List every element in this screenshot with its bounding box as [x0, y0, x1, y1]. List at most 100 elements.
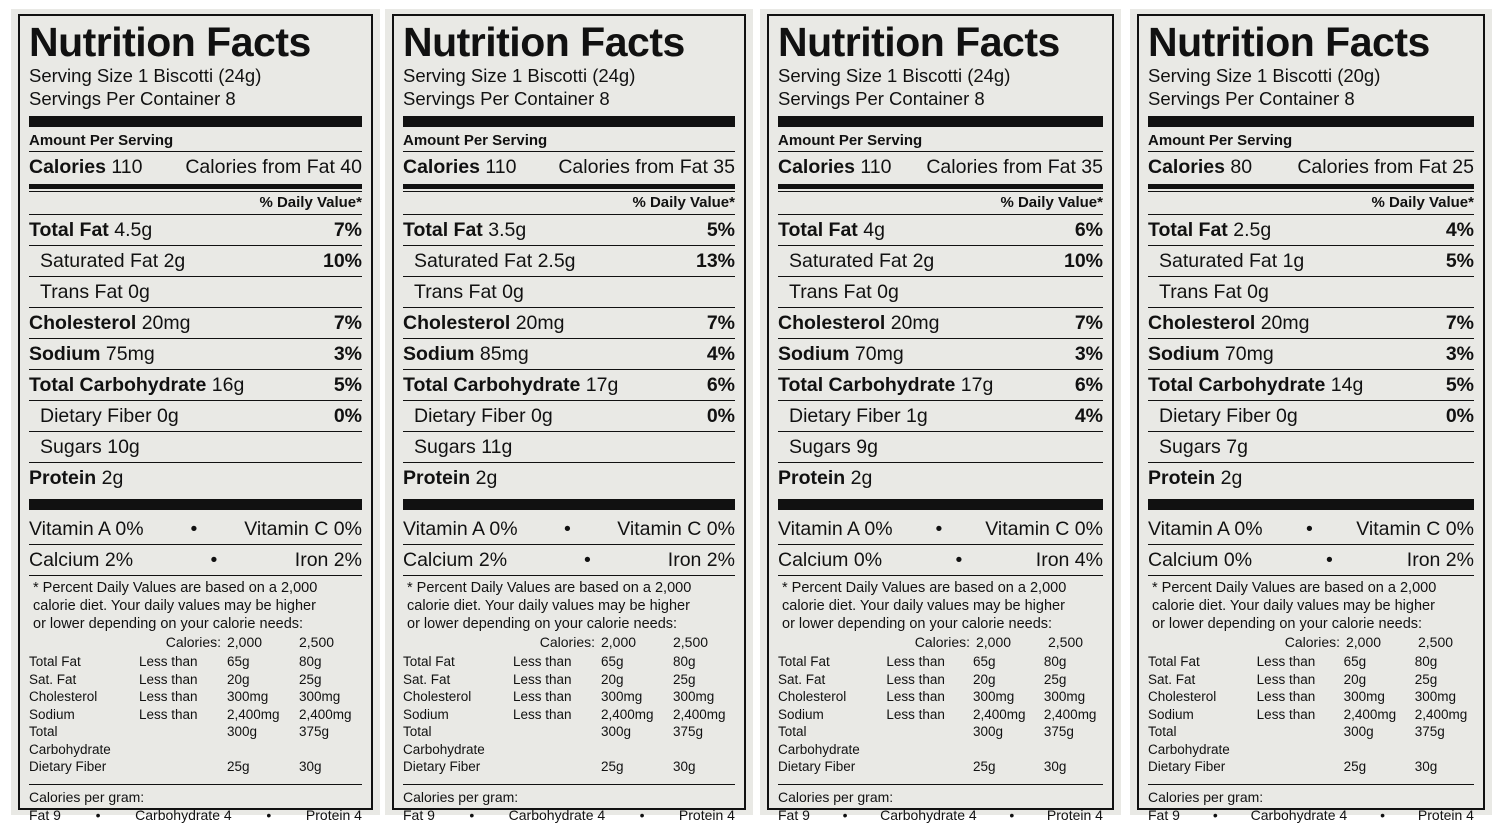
- nutrient-name: Sugars: [40, 436, 102, 458]
- vitamin-row: Vitamin A 0% • Vitamin C 0%: [403, 514, 735, 544]
- nutrient-name: Total Carbohydrate: [29, 374, 207, 396]
- calories-value: 110: [860, 156, 892, 178]
- reference-cell: Sat. Fat: [403, 671, 451, 687]
- reference-cell: 80g: [299, 654, 322, 669]
- nutrient-amount: 16g: [211, 374, 245, 396]
- reference-cell: [886, 758, 973, 776]
- nutrient-amount: 70mg: [1224, 343, 1274, 365]
- reference-cell: [513, 723, 601, 758]
- nutrient-name: Saturated Fat: [1159, 250, 1278, 272]
- thick-divider: [778, 499, 1103, 510]
- nutrient-amount: 3.5g: [488, 219, 527, 241]
- reference-cell: 2,400mg: [299, 706, 352, 722]
- calories-per-gram: Calories per gram: Fat 9 • Carbohydrate 4 • P…: [29, 783, 362, 824]
- nutrition-label-3: Nutrition Facts Serving Size 1 Biscotti (…: [760, 9, 1121, 823]
- reference-cell: Less than: [886, 671, 945, 687]
- calories-col-label: Calories:: [165, 634, 221, 650]
- per-gram-item: •: [842, 806, 848, 823]
- footnote-line: calorie diet. Your daily values may be h…: [1152, 598, 1435, 614]
- thick-divider: [29, 499, 362, 510]
- reference-cell: [886, 723, 973, 758]
- reference-cell: 20g: [1343, 671, 1367, 687]
- nutrient-name: Saturated Fat: [40, 250, 159, 272]
- nutrient-name-amount: Sodium 70mg: [778, 339, 904, 369]
- calories-from-fat: Calories from Fat 35: [926, 156, 1103, 178]
- nutrient-amount: 11g: [481, 436, 513, 458]
- nutrient-amount: 0g: [1276, 405, 1298, 427]
- reference-cell: 25g: [1414, 671, 1438, 687]
- bullet-separator: •: [1326, 549, 1333, 571]
- per-gram-item: Fat 9: [403, 806, 435, 823]
- reference-cell: 30g: [1043, 759, 1067, 774]
- calories-per-gram: Calories per gram: Fat 9 • Carbohydrate 4 • P…: [778, 783, 1103, 824]
- reference-cell: 80g: [673, 654, 696, 669]
- reference-cell: 375g: [1043, 724, 1074, 739]
- nutrient-daily-value: 3%: [333, 343, 362, 365]
- footnote: * Percent Daily Values are based on a 2,…: [403, 575, 735, 824]
- reference-cell: Dietary Fiber: [1148, 759, 1226, 774]
- bullet-separator: •: [190, 518, 198, 540]
- nutrient-name-amount: Protein 2g: [1148, 463, 1242, 493]
- calories-per-gram-label: Calories per gram:: [403, 788, 519, 805]
- reference-cell: Sat. Fat: [1148, 671, 1196, 687]
- footnote-calories-header: Calories: 2,000 2,500: [778, 633, 1103, 651]
- servings-per-container: Servings Per Container 8: [403, 88, 610, 109]
- nutrient-amount: 2.5g: [1233, 219, 1272, 241]
- daily-value-reference-table: Total Fat Less than 65g 80g Sat. Fat Less th…: [403, 653, 735, 776]
- reference-cell: [1257, 723, 1344, 758]
- reference-cell: 20g: [973, 671, 996, 687]
- reference-cell: 2,400mg: [227, 706, 280, 722]
- calories-2500: 2,500: [673, 634, 709, 650]
- reference-cell: Less than: [139, 654, 198, 669]
- reference-row: Sodium Less than 2,400mg 2,400mg: [1148, 706, 1474, 724]
- reference-cell: [139, 723, 227, 758]
- calories-value: 80: [1230, 156, 1253, 178]
- vitamin-left: Calcium 2%: [403, 549, 508, 571]
- reference-cell: 300g: [973, 724, 1004, 739]
- nutrient-name-amount: Sugars 9g: [789, 432, 878, 462]
- reference-row: Dietary Fiber 25g 30g: [778, 758, 1103, 776]
- nutrient-name: Trans Fat: [1159, 281, 1242, 303]
- calories-value: 110: [485, 156, 517, 178]
- footnote: * Percent Daily Values are based on a 2,…: [778, 575, 1103, 824]
- nutrient-name-amount: Protein 2g: [778, 463, 872, 493]
- serving-size: Serving Size 1 Biscotti (24g): [778, 65, 1011, 86]
- thick-divider: [778, 116, 1103, 127]
- reference-cell: 300mg: [1043, 689, 1086, 704]
- medium-divider: [29, 184, 362, 189]
- nutrient-name: Total Fat: [29, 219, 109, 241]
- nutrient-row: Sodium 70mg 3%: [778, 338, 1103, 369]
- nutrient-amount: 20mg: [890, 312, 940, 334]
- reference-cell: 25g: [227, 759, 250, 774]
- nutrient-row: Protein 2g: [29, 462, 362, 493]
- nutrient-name-amount: Trans Fat 0g: [1159, 277, 1269, 307]
- nutrient-row: Cholesterol 20mg 7%: [778, 307, 1103, 338]
- vitamin-right: Iron 2%: [667, 549, 735, 571]
- per-gram-item: Fat 9: [29, 806, 61, 823]
- nutrient-name-amount: Sugars 10g: [40, 432, 140, 462]
- reference-cell: Cholesterol: [1148, 689, 1217, 704]
- nutrient-name: Cholesterol: [29, 312, 137, 334]
- amount-per-serving: Amount Per Serving: [1148, 132, 1293, 149]
- nutrient-name-amount: Saturated Fat 2g: [40, 246, 185, 276]
- nutrient-name-amount: Total Carbohydrate 14g: [1148, 370, 1363, 400]
- vitamin-left: Vitamin A 0%: [1148, 518, 1263, 540]
- footnote-line: or lower depending on your calorie needs…: [1152, 616, 1423, 632]
- nutrient-daily-value: 5%: [706, 219, 735, 241]
- reference-cell: 65g: [973, 654, 996, 669]
- nutrient-name-amount: Cholesterol 20mg: [29, 308, 190, 338]
- reference-cell: [1257, 758, 1344, 776]
- reference-cell: Less than: [886, 654, 945, 669]
- reference-cell: 25g: [1343, 759, 1367, 774]
- calories-per-gram-values: Fat 9 • Carbohydrate 4 • Protein 4: [403, 806, 735, 824]
- nutrition-label-frame: Nutrition Facts Serving Size 1 Biscotti (…: [392, 14, 746, 823]
- nutrient-amount: 4g: [863, 219, 885, 241]
- reference-cell: 30g: [299, 759, 322, 774]
- nutrient-name-amount: Total Fat 2.5g: [1148, 215, 1271, 245]
- reference-cell: 2,400mg: [601, 706, 654, 722]
- nutrient-row: Total Fat 3.5g 5%: [403, 214, 735, 245]
- nutrient-name: Dietary Fiber: [1159, 405, 1271, 427]
- reference-cell: 375g: [299, 724, 330, 739]
- amount-per-serving: Amount Per Serving: [29, 132, 174, 149]
- calories-row: Calories 80 Calories from Fat 25: [1148, 151, 1474, 182]
